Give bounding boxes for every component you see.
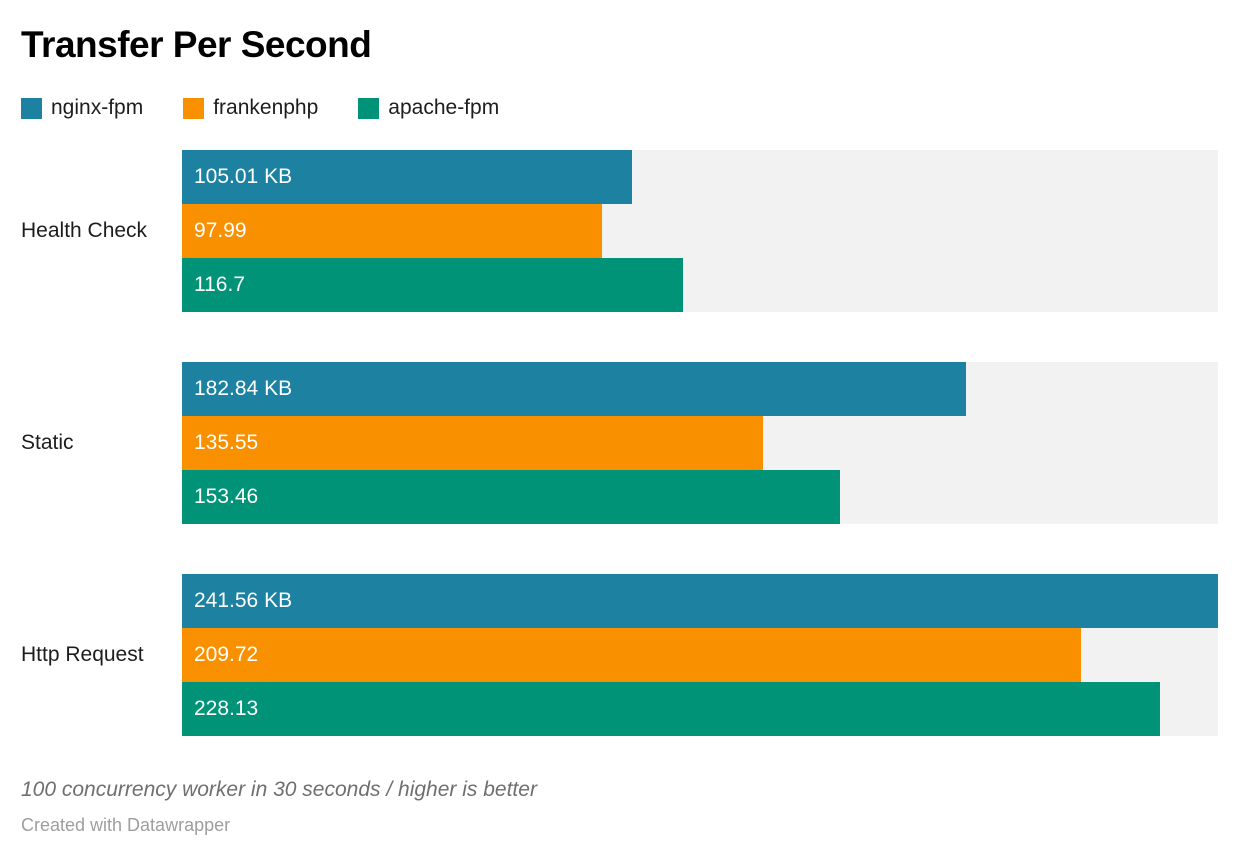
bar-row: 153.46 — [182, 470, 1218, 524]
bar: 153.46 — [182, 470, 841, 524]
bar-value-label: 228.13 — [194, 697, 259, 720]
bar-row: 209.72 — [182, 628, 1218, 682]
bar-value-label: 209.72 — [194, 643, 259, 666]
bar-value-label: 135.55 — [194, 431, 259, 454]
legend-swatch-icon — [183, 97, 205, 119]
bar: 228.13 — [182, 682, 1161, 736]
bar-value-label: 97.99 — [194, 219, 247, 242]
bar-value-label: 241.56 KB — [194, 589, 293, 612]
bar-row: 105.01 KB — [182, 150, 1218, 204]
bar-row: 228.13 — [182, 682, 1218, 736]
legend-swatch-icon — [358, 97, 380, 119]
bar-value-label: 116.7 — [194, 273, 245, 296]
legend-item: frankenphp — [183, 97, 318, 119]
bar: 97.99 — [182, 204, 603, 258]
bar: 209.72 — [182, 628, 1082, 682]
group-bars-track: 182.84 KB 135.55 153.46 — [182, 362, 1218, 524]
legend-swatch-icon — [21, 97, 42, 119]
legend-label: nginx-fpm — [51, 96, 144, 119]
bar-group: Static 182.84 KB 135.55 153.46 — [21, 362, 1218, 524]
bar: 105.01 KB — [182, 150, 633, 204]
category-label: Http Request — [21, 643, 144, 666]
bar-value-label: 153.46 — [194, 485, 259, 508]
bar-value-label: 105.01 KB — [194, 165, 293, 188]
group-bars-track: 105.01 KB 97.99 116.7 — [182, 150, 1218, 312]
bar-row: 135.55 — [182, 416, 1218, 470]
category-label: Health Check — [21, 219, 148, 242]
bar: 241.56 KB — [182, 574, 1218, 628]
legend-label: frankenphp — [213, 96, 319, 119]
datawrapper-credit-link[interactable]: Created with Datawrapper — [21, 815, 231, 835]
bar: 116.7 — [182, 258, 683, 312]
bar-group: Http Request 241.56 KB 209.72 228.13 — [21, 574, 1218, 736]
bar: 182.84 KB — [182, 362, 967, 416]
legend-label: apache-fpm — [388, 96, 500, 119]
bar-row: 116.7 — [182, 258, 1218, 312]
page-title: Transfer Per Second — [21, 24, 372, 65]
bar-value-label: 182.84 KB — [194, 377, 293, 400]
bar-row: 97.99 — [182, 204, 1218, 258]
bar: 135.55 — [182, 416, 764, 470]
group-bars-track: 241.56 KB 209.72 228.13 — [182, 574, 1218, 736]
bar-group: Health Check 105.01 KB 97.99 116.7 — [21, 150, 1218, 312]
bar-row: 241.56 KB — [182, 574, 1218, 628]
legend-item: apache-fpm — [358, 97, 499, 119]
legend-item: nginx-fpm — [21, 97, 143, 119]
bar-chart: Health Check 105.01 KB 97.99 116.7 Stati… — [21, 150, 1218, 736]
category-label: Static — [21, 431, 74, 454]
chart-footnote: 100 concurrency worker in 30 seconds / h… — [21, 778, 537, 801]
legend: nginx-fpm frankenphp apache-fpm — [21, 97, 1218, 119]
bar-row: 182.84 KB — [182, 362, 1218, 416]
